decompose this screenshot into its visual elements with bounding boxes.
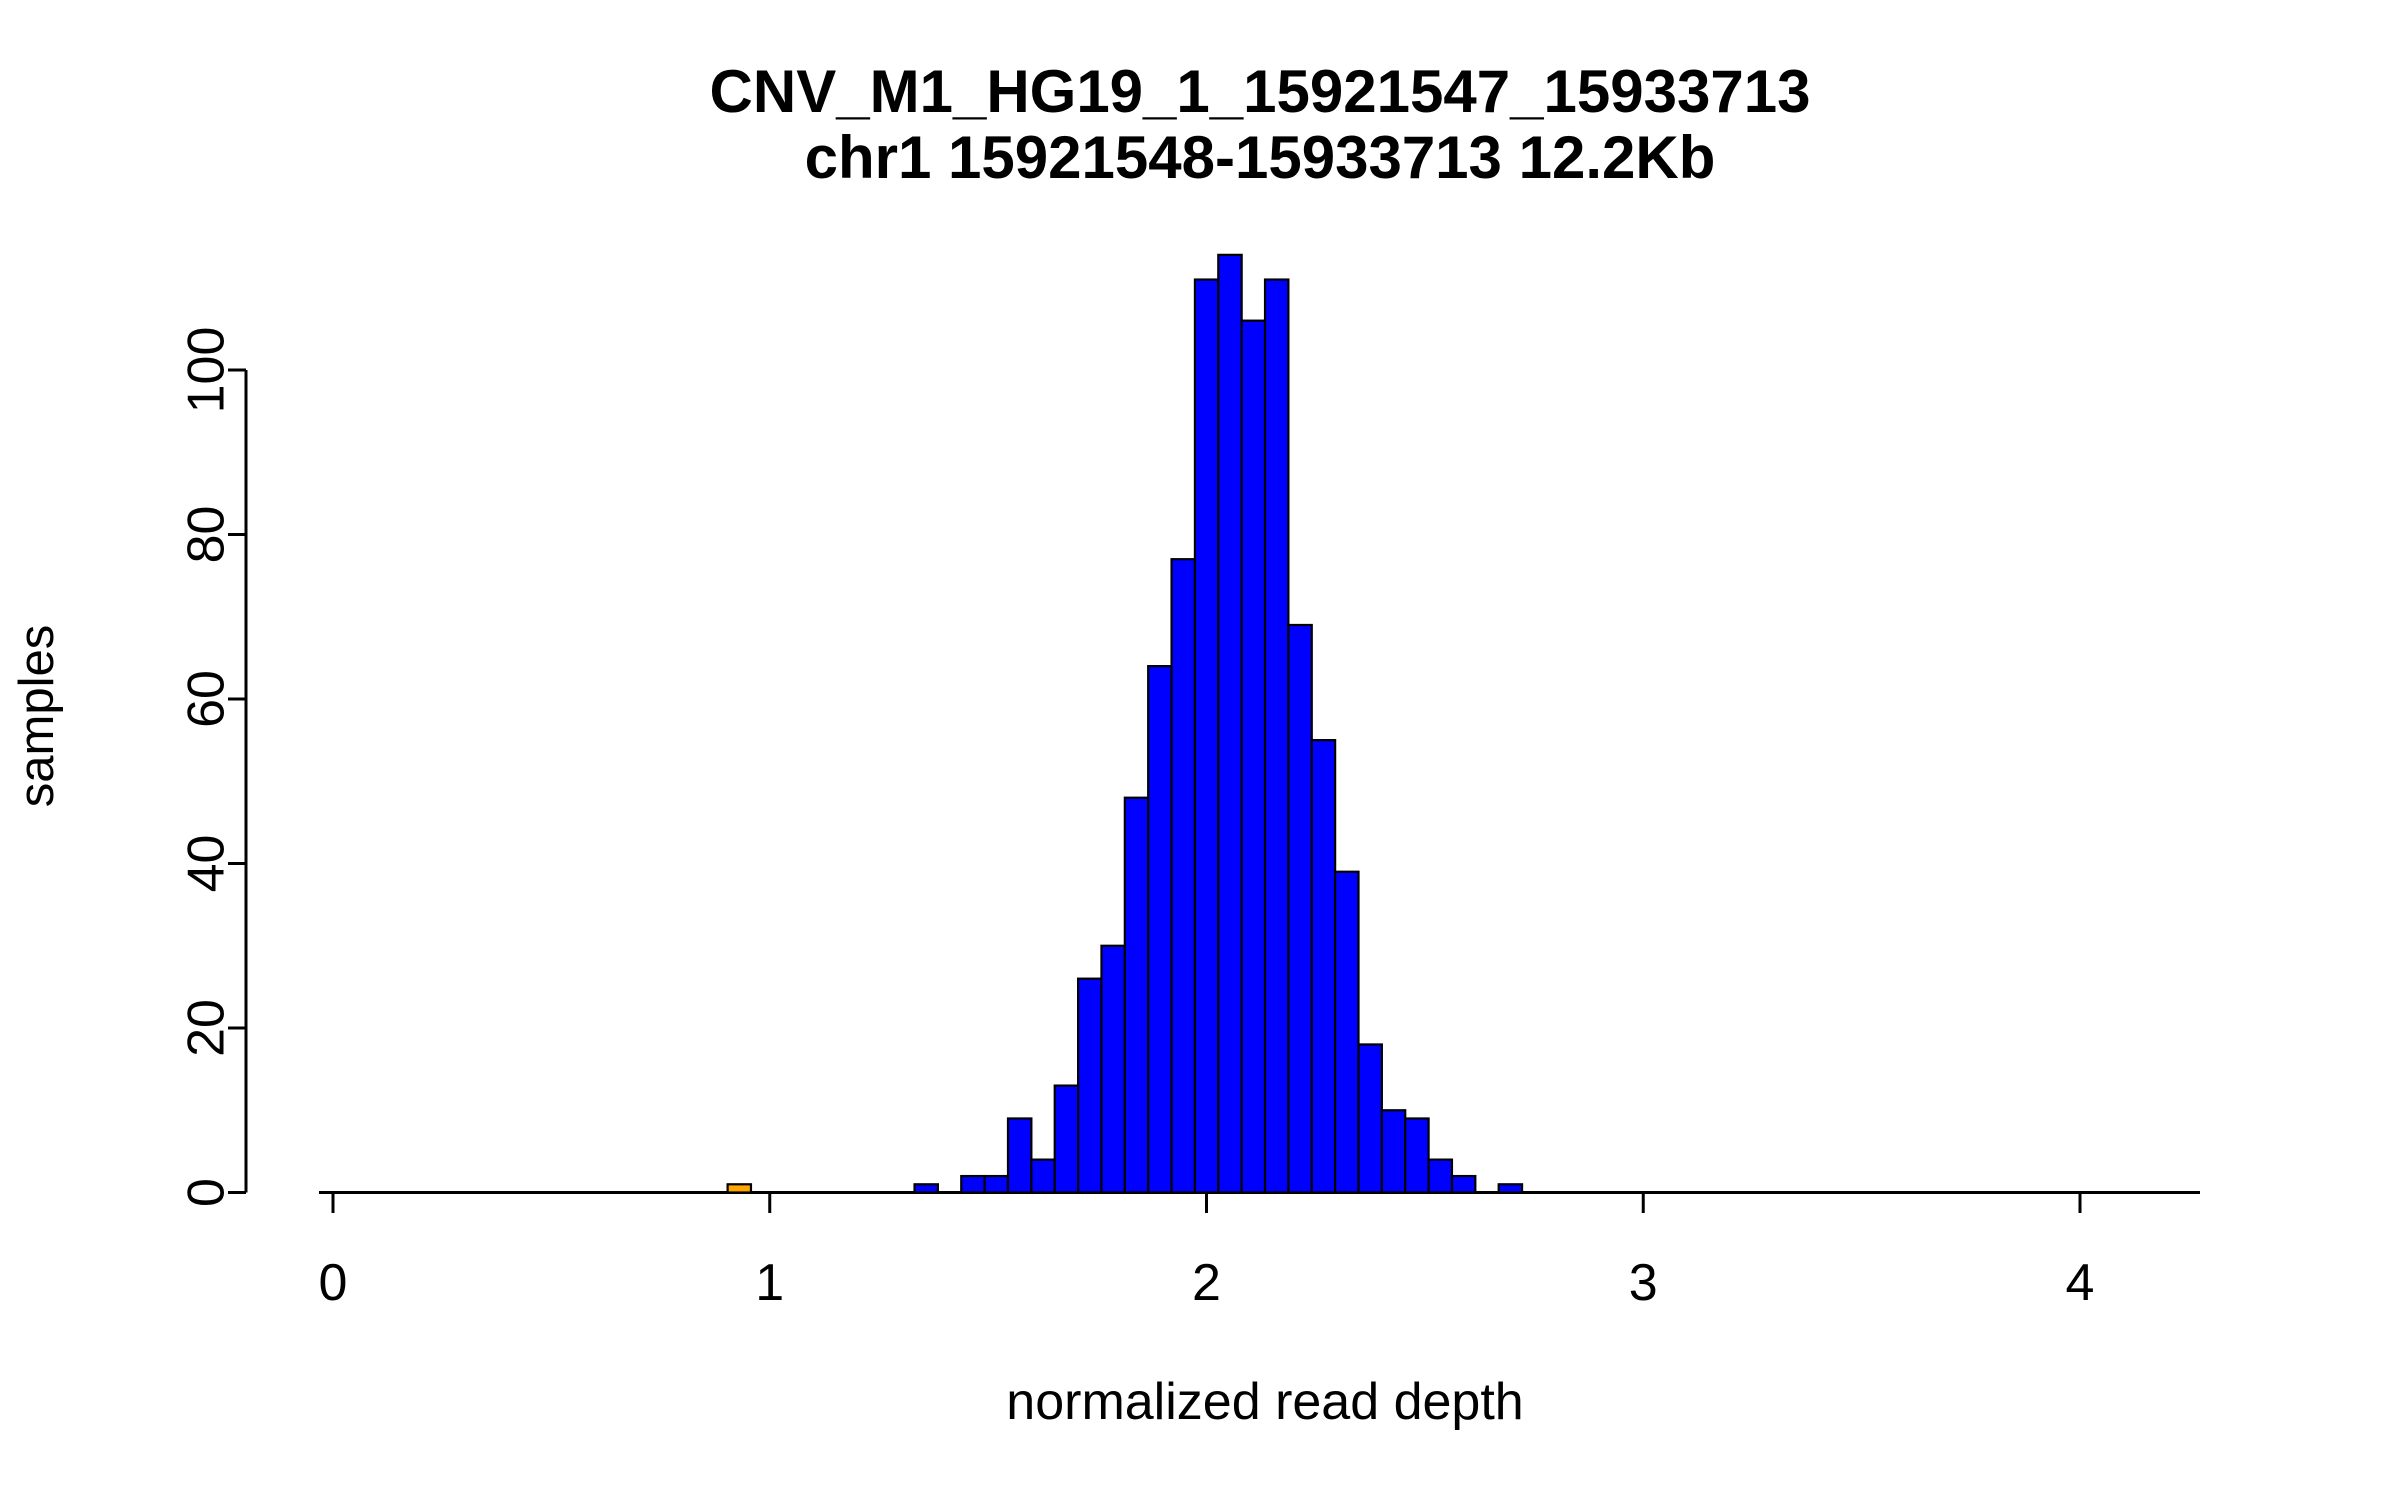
svg-text:3: 3	[1629, 1254, 1658, 1312]
svg-text:80: 80	[178, 506, 236, 564]
svg-text:0: 0	[178, 1178, 236, 1207]
svg-text:60: 60	[178, 670, 236, 728]
svg-text:samples: samples	[10, 625, 64, 807]
svg-text:4: 4	[2066, 1254, 2095, 1312]
svg-text:20: 20	[178, 999, 236, 1057]
svg-text:2: 2	[1192, 1254, 1221, 1312]
svg-text:chr1 15921548-15933713 12.2Kb: chr1 15921548-15933713 12.2Kb	[805, 124, 1716, 191]
svg-text:100: 100	[178, 327, 236, 414]
svg-text:1: 1	[755, 1254, 784, 1312]
svg-text:normalized read depth: normalized read depth	[1006, 1373, 1523, 1431]
svg-text:0: 0	[319, 1254, 348, 1312]
svg-text:CNV_M1_HG19_1_15921547_1593371: CNV_M1_HG19_1_15921547_15933713	[710, 58, 1811, 125]
svg-text:40: 40	[178, 835, 236, 893]
